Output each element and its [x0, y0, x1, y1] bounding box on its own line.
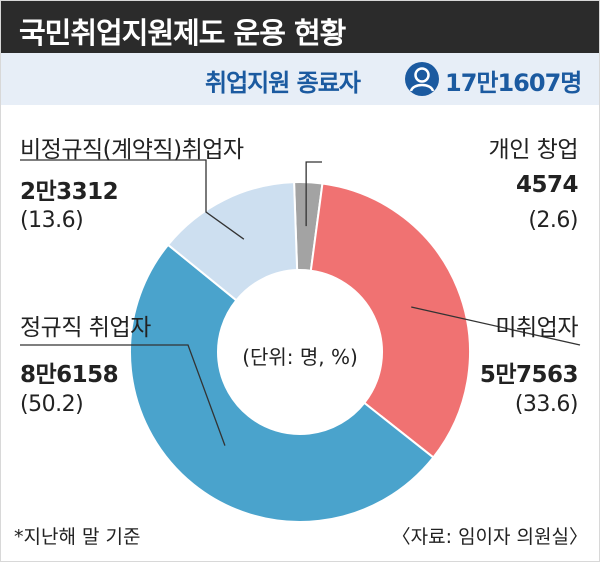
label-nonregular-name: 비정규직(계약직)취업자 — [20, 137, 244, 163]
summary-bar: 취업지원 종료자 17만1607명 — [1, 53, 599, 105]
label-unemployed-pct: (33.6) — [514, 392, 579, 417]
donut-hole — [218, 270, 382, 434]
title-bar: 국민취업지원제도 운용 현황 — [1, 1, 599, 53]
label-regular-value: 8만6158 — [20, 362, 119, 388]
label-regular-pct: (50.2) — [20, 392, 84, 417]
person-icon — [405, 62, 439, 96]
leader-line-nonregular — [20, 159, 245, 240]
leader-line-regular — [20, 344, 226, 446]
slice-nonregular — [166, 181, 299, 302]
label-unemployed-name: 미취업자 — [495, 315, 578, 341]
label-unemployed-value: 5만7563 — [479, 362, 579, 388]
label-regular-name: 정규직 취업자 — [20, 315, 151, 341]
leader-line-unemployed — [411, 306, 581, 346]
unit-label: (단위: 명, %) — [242, 345, 358, 369]
leader-line-startup — [305, 161, 322, 227]
footnote: *지난해 말 기준 — [14, 526, 141, 548]
label-startup-value: 4574 — [515, 172, 579, 198]
summary-value: 17만1607명 — [445, 69, 582, 97]
label-startup-pct: (2.6) — [528, 208, 578, 233]
label-nonregular-pct: (13.6) — [20, 208, 84, 233]
source-note: 〈자료: 임이자 의원실〉 — [391, 526, 588, 548]
summary-label: 취업지원 종료자 — [205, 69, 361, 97]
chart-title: 국민취업지원제도 운용 현황 — [19, 16, 346, 50]
label-nonregular-value: 2만3312 — [20, 179, 119, 205]
label-startup-name: 개인 창업 — [488, 137, 579, 163]
